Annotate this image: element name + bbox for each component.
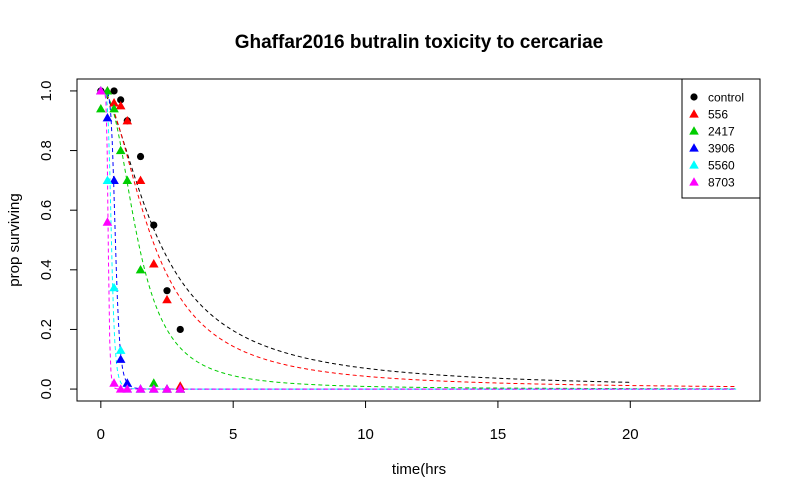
x-axis-label: time(hrs xyxy=(392,461,446,478)
point-2417-2 xyxy=(109,104,119,113)
fit-curves xyxy=(100,90,737,390)
point-5560-1 xyxy=(102,175,113,184)
y-axis-label: prop surviving xyxy=(6,193,23,286)
fit-curve-2417 xyxy=(100,90,737,390)
point-2417-0 xyxy=(96,104,106,113)
point-control-6 xyxy=(163,287,171,295)
x-axis: 0 5 10 15 20 xyxy=(97,400,639,443)
point-8703-6 xyxy=(148,384,159,393)
point-556-3 xyxy=(115,101,126,110)
legend-label-control: control xyxy=(708,91,744,105)
point-control-1 xyxy=(110,87,118,95)
point-control-2 xyxy=(117,96,125,104)
point-8703-3 xyxy=(115,384,126,393)
point-556-6 xyxy=(148,259,159,268)
point-8703-7 xyxy=(162,384,172,393)
point-2417-1 xyxy=(102,86,113,95)
point-2417-3 xyxy=(115,145,126,155)
point-3906-3 xyxy=(115,354,126,363)
legend-label-8703: 8703 xyxy=(708,176,735,190)
legend-marker-3906 xyxy=(689,143,699,152)
point-3906-2 xyxy=(109,175,119,184)
point-2417-4 xyxy=(122,175,133,184)
point-5560-2 xyxy=(109,282,119,292)
fit-curve-control xyxy=(100,90,631,383)
x-tick-label-5: 5 xyxy=(229,426,237,443)
fit-curve-8703 xyxy=(100,90,737,390)
point-8703-1 xyxy=(102,217,113,226)
point-8703-0 xyxy=(96,86,106,95)
point-556-4 xyxy=(122,115,133,125)
point-556-5 xyxy=(135,175,146,184)
chart-title: Ghaffar2016 butralin toxicity to cercari… xyxy=(235,32,604,53)
y-tick-label-0: 0.0 xyxy=(38,379,55,400)
y-tick-label-0.2: 0.2 xyxy=(38,319,55,340)
legend-label-2417: 2417 xyxy=(708,125,735,139)
point-control-5 xyxy=(150,221,158,229)
point-3906-1 xyxy=(102,112,113,122)
legend-marker-8703 xyxy=(689,177,699,186)
series-8703-points xyxy=(96,86,186,393)
y-tick-label-0.6: 0.6 xyxy=(38,200,55,221)
point-8703-5 xyxy=(135,384,146,393)
legend-marker-2417 xyxy=(689,126,699,135)
legend: control 556 2417 3906 5560 8703 xyxy=(681,78,761,199)
data-points xyxy=(96,86,186,393)
point-556-2 xyxy=(109,98,119,107)
point-8703-8 xyxy=(175,384,186,393)
y-axis: 0.0 0.2 0.4 0.6 0.8 1.0 xyxy=(38,80,78,400)
point-8703-4 xyxy=(122,384,133,393)
legend-marker-5560 xyxy=(689,160,699,169)
point-2417-5 xyxy=(135,265,146,274)
point-8703-2 xyxy=(109,378,119,387)
x-tick-label-15: 15 xyxy=(490,426,507,443)
point-556-7 xyxy=(162,294,172,304)
x-tick-label-10: 10 xyxy=(357,426,374,443)
legend-label-3906: 3906 xyxy=(708,142,735,156)
point-control-4 xyxy=(136,152,145,161)
legend-marker-556 xyxy=(689,109,699,118)
legend-label-556: 556 xyxy=(708,108,728,122)
point-5560-3 xyxy=(115,345,126,354)
point-2417-6 xyxy=(148,378,159,387)
legend-marker-control xyxy=(690,93,698,101)
y-tick-label-0.4: 0.4 xyxy=(38,259,55,280)
point-control-7 xyxy=(176,325,184,334)
legend-label-5560: 5560 xyxy=(708,159,735,173)
y-tick-label-0.8: 0.8 xyxy=(38,140,55,161)
point-3906-4 xyxy=(122,378,133,387)
fit-curve-556 xyxy=(100,90,737,388)
x-tick-label-20: 20 xyxy=(622,426,639,443)
y-tick-label-1: 1.0 xyxy=(38,80,55,101)
x-tick-label-0: 0 xyxy=(97,426,105,443)
